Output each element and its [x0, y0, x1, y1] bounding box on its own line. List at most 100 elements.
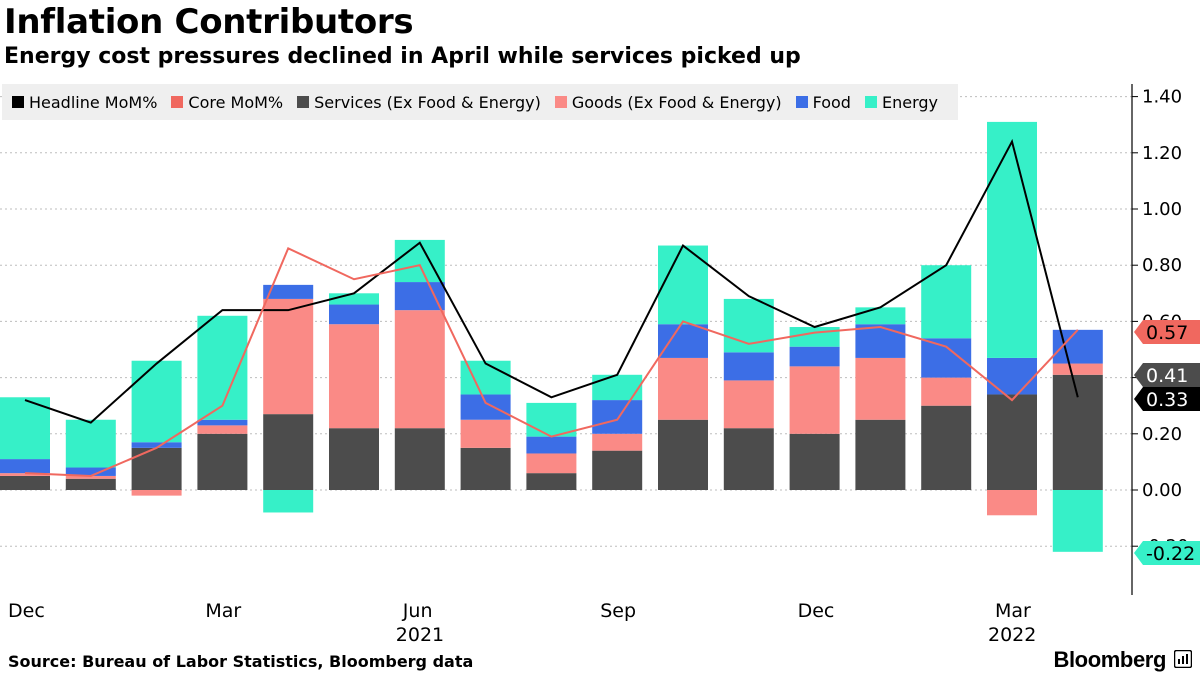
- legend-label: Core MoM%: [188, 92, 284, 112]
- bar-segment: [789, 346, 840, 367]
- end-label-text: 0.33: [1146, 389, 1188, 411]
- bar-segment: [394, 428, 445, 490]
- x-tick-label: Mar: [205, 600, 241, 622]
- legend-label: Headline MoM%: [29, 92, 158, 112]
- source-note: Source: Bureau of Labor Statistics, Bloo…: [8, 652, 474, 671]
- bar-segment: [1052, 374, 1103, 490]
- bar-segment: [921, 405, 972, 490]
- end-label-text: 0.41: [1146, 365, 1188, 387]
- legend-item-headline: Headline MoM%: [12, 93, 157, 112]
- bar-segment: [131, 360, 182, 443]
- bar-segment: [394, 310, 445, 429]
- x-tick-label: Sep: [600, 600, 636, 622]
- bar-segment: [723, 428, 774, 490]
- end-label-box: [1134, 387, 1200, 411]
- bar-segment: [526, 473, 577, 490]
- chart-legend: Headline MoM% Core MoM% Services (Ex Foo…: [2, 84, 958, 120]
- legend-label: Goods (Ex Food & Energy): [571, 92, 782, 112]
- bar-segment: [723, 352, 774, 381]
- bar-segment: [394, 282, 445, 311]
- legend-swatch: [795, 96, 808, 108]
- bar-segment: [329, 293, 379, 305]
- y-tick-label: 0.00: [1142, 480, 1182, 501]
- bar-segment: [131, 490, 182, 496]
- legend-item-food: Food: [795, 92, 851, 112]
- bar-segment: [0, 473, 50, 476]
- bar-segment: [263, 298, 314, 415]
- bar-segment: [789, 433, 840, 490]
- bar-segment: [131, 447, 182, 490]
- legend-label: Food: [812, 92, 851, 112]
- bar-segment: [855, 419, 906, 490]
- y-tick-label: 1.00: [1142, 199, 1182, 220]
- bar-segment: [65, 478, 116, 490]
- legend-swatch: [12, 96, 24, 108]
- bar-segment: [658, 245, 708, 325]
- brand-logo-text: Bloomberg: [1053, 647, 1166, 672]
- bar-segment: [0, 459, 50, 474]
- bar-segment: [921, 338, 972, 378]
- y-tick-label: 0.20: [1142, 424, 1182, 445]
- legend-swatch: [171, 96, 184, 108]
- bar-segment: [526, 453, 577, 474]
- bar-segment: [197, 425, 248, 434]
- bar-segment: [1052, 329, 1103, 364]
- end-label-box: [1134, 363, 1200, 387]
- bar-segment: [197, 433, 248, 490]
- bar-segment: [921, 265, 972, 339]
- end-value-label: -0.22: [1134, 541, 1200, 565]
- bar-segment: [987, 357, 1037, 395]
- bar-segment: [789, 327, 840, 347]
- chart-title: Inflation Contributors: [4, 2, 414, 42]
- bar-segment: [460, 394, 511, 420]
- bloomberg-terminal-icon: [1174, 650, 1192, 668]
- x-tick-label: Dec: [8, 600, 45, 622]
- x-year-label: 2022: [988, 624, 1036, 646]
- y-tick-label: 1.20: [1142, 143, 1182, 164]
- y-tick-label: 1.40: [1142, 87, 1182, 108]
- bar-segment: [658, 324, 708, 358]
- bar-segment: [592, 400, 643, 434]
- legend-swatch: [864, 96, 877, 108]
- bar-segment: [263, 284, 314, 299]
- legend-swatch: [297, 96, 310, 108]
- legend-label: Services (Ex Food & Energy): [314, 92, 541, 112]
- end-label-text: -0.22: [1146, 543, 1195, 565]
- bar-segment: [460, 419, 511, 448]
- bar-segment: [723, 380, 774, 429]
- bar-segment: [65, 475, 116, 479]
- x-year-label: 2021: [396, 624, 444, 646]
- bar-segment: [855, 357, 906, 420]
- bar-segment: [1052, 363, 1103, 375]
- legend-swatch: [554, 96, 567, 108]
- bar-segment: [921, 377, 972, 406]
- end-label-box: [1134, 541, 1200, 565]
- legend-item-energy: Energy: [864, 92, 938, 112]
- bar-segment: [658, 357, 708, 420]
- bar-segment: [65, 419, 116, 468]
- bar-segment: [263, 490, 314, 513]
- end-label-text: 0.57: [1146, 322, 1188, 344]
- bar-segment: [526, 402, 577, 437]
- x-tick-label: Mar: [995, 600, 1031, 622]
- bar-segment: [855, 324, 906, 358]
- bar-segment: [460, 447, 511, 490]
- x-tick-label: Jun: [402, 600, 433, 622]
- bar-segment: [592, 374, 643, 401]
- chart-subtitle: Energy cost pressures declined in April …: [4, 44, 801, 69]
- legend-item-services: Services (Ex Food & Energy): [297, 93, 541, 112]
- bar-segment: [329, 428, 379, 490]
- bar-segment: [263, 414, 314, 490]
- bar-segment: [131, 442, 182, 448]
- legend-item-core: Core MoM%: [171, 93, 283, 112]
- x-tick-label: Dec: [798, 600, 835, 622]
- series-line: [24, 138, 1079, 424]
- bar-segment: [987, 394, 1037, 490]
- y-tick-label: 0.80: [1142, 255, 1182, 276]
- bar-segment: [329, 304, 379, 325]
- bar-segment: [592, 433, 643, 451]
- end-value-label: 0.57: [1134, 320, 1200, 344]
- bar-segment: [329, 324, 379, 429]
- legend-label: Energy: [881, 92, 938, 112]
